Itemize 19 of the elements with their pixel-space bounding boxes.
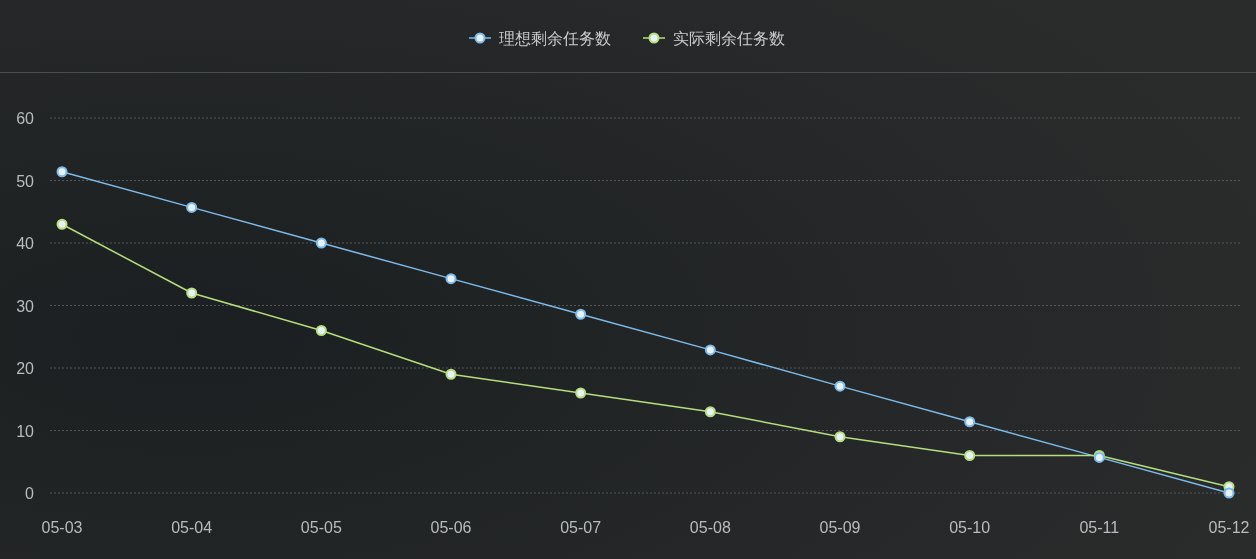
y-tick-label: 10 [16, 422, 35, 440]
x-tick-label: 05-08 [689, 519, 731, 536]
x-tick-label: 05-03 [41, 519, 83, 536]
x-tick-label: 05-05 [300, 519, 342, 536]
x-tick-label: 05-07 [560, 519, 602, 536]
legend-label: 理想剩余任务数 [499, 30, 611, 47]
y-tick-label: 20 [16, 360, 35, 377]
legend-label: 实际剩余任务数 [673, 30, 785, 47]
x-tick-label: 05-06 [430, 519, 472, 536]
y-tick-label: 60 [16, 110, 35, 127]
y-tick-label: 50 [16, 172, 35, 190]
x-tick-label: 05-12 [1208, 519, 1250, 536]
y-tick-label: 40 [16, 235, 35, 252]
x-tick-label: 05-10 [949, 519, 991, 536]
x-tick-label: 05-04 [171, 519, 213, 536]
y-tick-label: 0 [25, 485, 35, 502]
x-tick-label: 05-09 [819, 519, 861, 536]
y-tick-label: 30 [16, 297, 35, 315]
x-tick-label: 05-11 [1079, 519, 1120, 536]
